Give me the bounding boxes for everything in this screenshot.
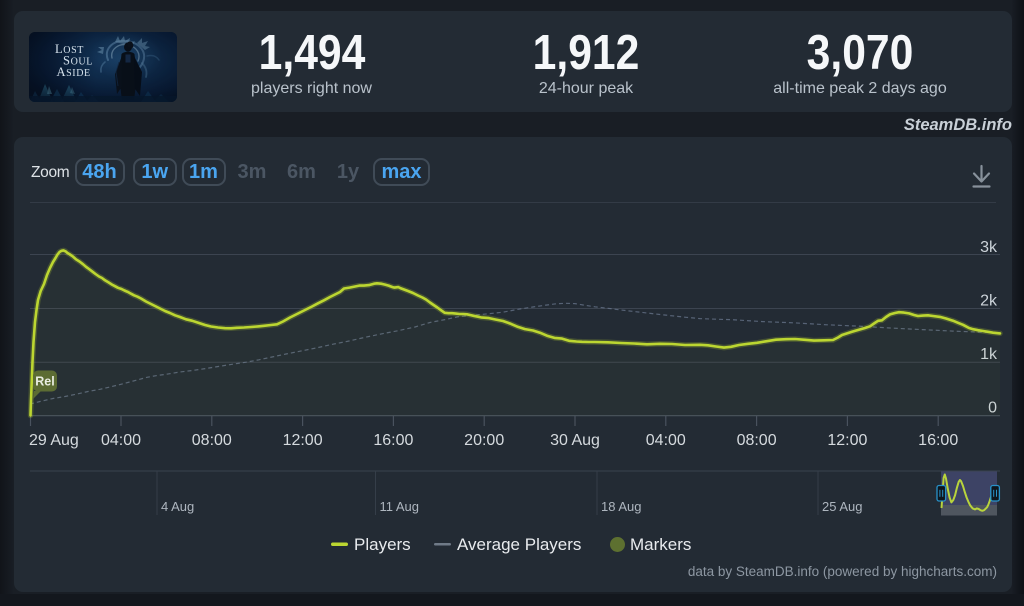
svg-text:08:00: 08:00 — [737, 432, 777, 449]
svg-text:2k: 2k — [980, 293, 998, 310]
svg-text:08:00: 08:00 — [192, 432, 232, 449]
svg-text:1k: 1k — [980, 346, 998, 363]
svg-text:04:00: 04:00 — [101, 432, 141, 449]
svg-text:LOST: LOST — [55, 42, 84, 56]
svg-text:Players: Players — [354, 535, 411, 554]
svg-text:0: 0 — [988, 400, 997, 417]
svg-text:Rel: Rel — [35, 375, 54, 389]
svg-text:12:00: 12:00 — [827, 432, 867, 449]
svg-text:29 Aug: 29 Aug — [29, 432, 79, 449]
svg-text:04:00: 04:00 — [646, 432, 686, 449]
svg-text:12:00: 12:00 — [283, 432, 323, 449]
svg-text:30 Aug: 30 Aug — [550, 432, 600, 449]
svg-text:ASIDE: ASIDE — [57, 65, 91, 79]
svg-text:18 Aug: 18 Aug — [601, 499, 642, 514]
svg-text:20:00: 20:00 — [464, 432, 504, 449]
svg-text:16:00: 16:00 — [918, 432, 958, 449]
svg-text:Markers: Markers — [630, 535, 691, 554]
svg-text:25 Aug: 25 Aug — [822, 499, 863, 514]
svg-text:11 Aug: 11 Aug — [380, 499, 420, 514]
svg-text:Average Players: Average Players — [457, 535, 581, 554]
svg-text:data by SteamDB.info (powered: data by SteamDB.info (powered by highcha… — [688, 564, 997, 579]
svg-text:4 Aug: 4 Aug — [161, 499, 194, 514]
svg-text:16:00: 16:00 — [373, 432, 413, 449]
svg-text:SOUL: SOUL — [63, 54, 93, 68]
svg-text:3k: 3k — [980, 239, 998, 256]
